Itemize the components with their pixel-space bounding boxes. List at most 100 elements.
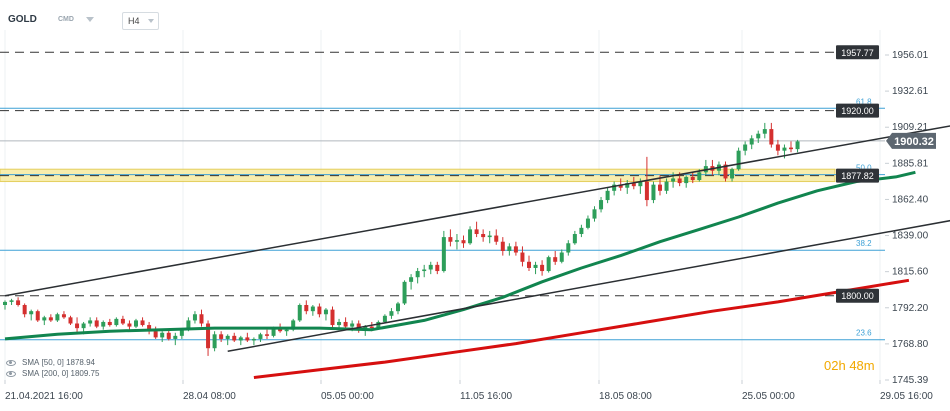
candle-body [42, 317, 47, 321]
candle-body [671, 178, 676, 182]
current-price-label: 1900.32 [894, 136, 934, 148]
candles [3, 122, 800, 356]
candle-body [651, 184, 656, 201]
candle-body [310, 306, 315, 312]
candle-body [166, 332, 171, 339]
time-tick-label: 11.05 16:00 [460, 391, 513, 402]
candle-body [599, 200, 604, 210]
indicator-sma200[interactable]: SMA [200, 0] 1809.75 [6, 368, 99, 379]
candle-body [238, 337, 243, 341]
channel-lower-line [227, 219, 950, 353]
candle-body [513, 246, 518, 253]
candle-body [684, 176, 689, 184]
candle-body [258, 334, 263, 339]
candle-body [566, 243, 571, 253]
candle-body [350, 323, 355, 327]
candle-body [173, 335, 178, 339]
candle-body [232, 335, 237, 341]
candle-body [330, 309, 335, 326]
chart-toolbar: GOLD CMD H4 [0, 0, 300, 30]
time-axis: 21.04.2021 16:00 28.04 08:00 05.05 00:00 11… [4, 380, 933, 402]
candle-body [369, 326, 374, 329]
sma50-line [4, 170, 916, 341]
candle-body [389, 311, 394, 316]
level-label: 1800.00 [841, 291, 874, 301]
candle-body [625, 183, 630, 188]
candle-body [762, 129, 767, 134]
support-zone-rect [0, 168, 836, 183]
candle-body [585, 218, 590, 228]
candle-body [428, 264, 433, 270]
time-tick-label: 25.05 00:00 [742, 391, 795, 402]
candle-body [75, 323, 80, 329]
candle-body [474, 229, 479, 235]
candle-body [356, 323, 361, 330]
candle-body [206, 323, 211, 349]
eye-icon[interactable] [6, 359, 16, 366]
candle-body [61, 314, 66, 318]
candle-body [454, 240, 459, 242]
candle-body [284, 329, 289, 332]
candle-body [94, 320, 99, 327]
candle-body [795, 141, 800, 150]
candle-body [134, 320, 138, 327]
candle-body [251, 338, 256, 341]
horizontal-levels [0, 51, 885, 297]
candle-body [559, 252, 564, 262]
candle-body [592, 209, 597, 219]
price-axis: 1956.01 1932.61 1909.21 1885.81 1862.40 1839.… [885, 50, 929, 386]
indicator-sma50[interactable]: SMA [50, 0] 1878.94 [6, 357, 99, 368]
eye-icon[interactable] [6, 370, 16, 377]
level-label: 1877.82 [841, 171, 874, 181]
grid [4, 30, 881, 380]
candle-body [219, 334, 224, 339]
candle-body [323, 309, 328, 315]
level-labels: 1957.77 1920.00 1877.82 1800.00 1900.32 [836, 45, 936, 303]
candle-body [631, 183, 636, 187]
candle-body [638, 181, 643, 187]
channel-upper-line [4, 125, 950, 297]
sma-lines [4, 170, 916, 379]
candle-body [435, 264, 440, 272]
price-tick-label: 1862.40 [892, 194, 929, 205]
candle-body [533, 264, 538, 268]
candle-body [448, 237, 453, 242]
timeframe-select[interactable]: H4 [122, 12, 159, 30]
candle-body [343, 321, 348, 327]
price-tick-label: 1839.00 [892, 231, 929, 242]
fib-label: 50.0 [856, 164, 872, 173]
candle-body [140, 320, 145, 326]
candle-body [192, 314, 197, 321]
channel-lines [4, 125, 950, 353]
candle-body [481, 234, 486, 238]
price-tick-label: 1885.81 [892, 158, 929, 169]
candle-body [9, 300, 14, 302]
price-tick-label: 1745.39 [892, 375, 929, 386]
current-price-label-bg [886, 132, 936, 149]
candle-body [782, 147, 787, 151]
candle-body [527, 261, 531, 268]
candle-body [376, 321, 381, 329]
chevron-down-icon[interactable] [86, 17, 94, 22]
candle-body [160, 332, 165, 338]
candle-body [494, 235, 499, 242]
instrument-type: CMD [58, 16, 74, 23]
level-label: 1920.00 [841, 106, 874, 116]
candle-body [743, 144, 748, 151]
level-label: 1957.77 [841, 48, 874, 58]
level-label-bg [836, 168, 879, 183]
candle-body [81, 323, 86, 329]
price-tick-label: 1909.21 [892, 122, 929, 133]
candle-body [572, 234, 577, 244]
candle-body [664, 181, 669, 191]
support-zone [0, 168, 836, 183]
candle-body [382, 315, 387, 322]
candle-body [605, 190, 610, 201]
symbol-label[interactable]: GOLD [8, 14, 37, 25]
candle-body [697, 172, 702, 181]
candle-body [153, 331, 158, 338]
candle-body [114, 318, 119, 326]
timeframe-value: H4 [128, 16, 140, 26]
candle-body [723, 164, 728, 179]
